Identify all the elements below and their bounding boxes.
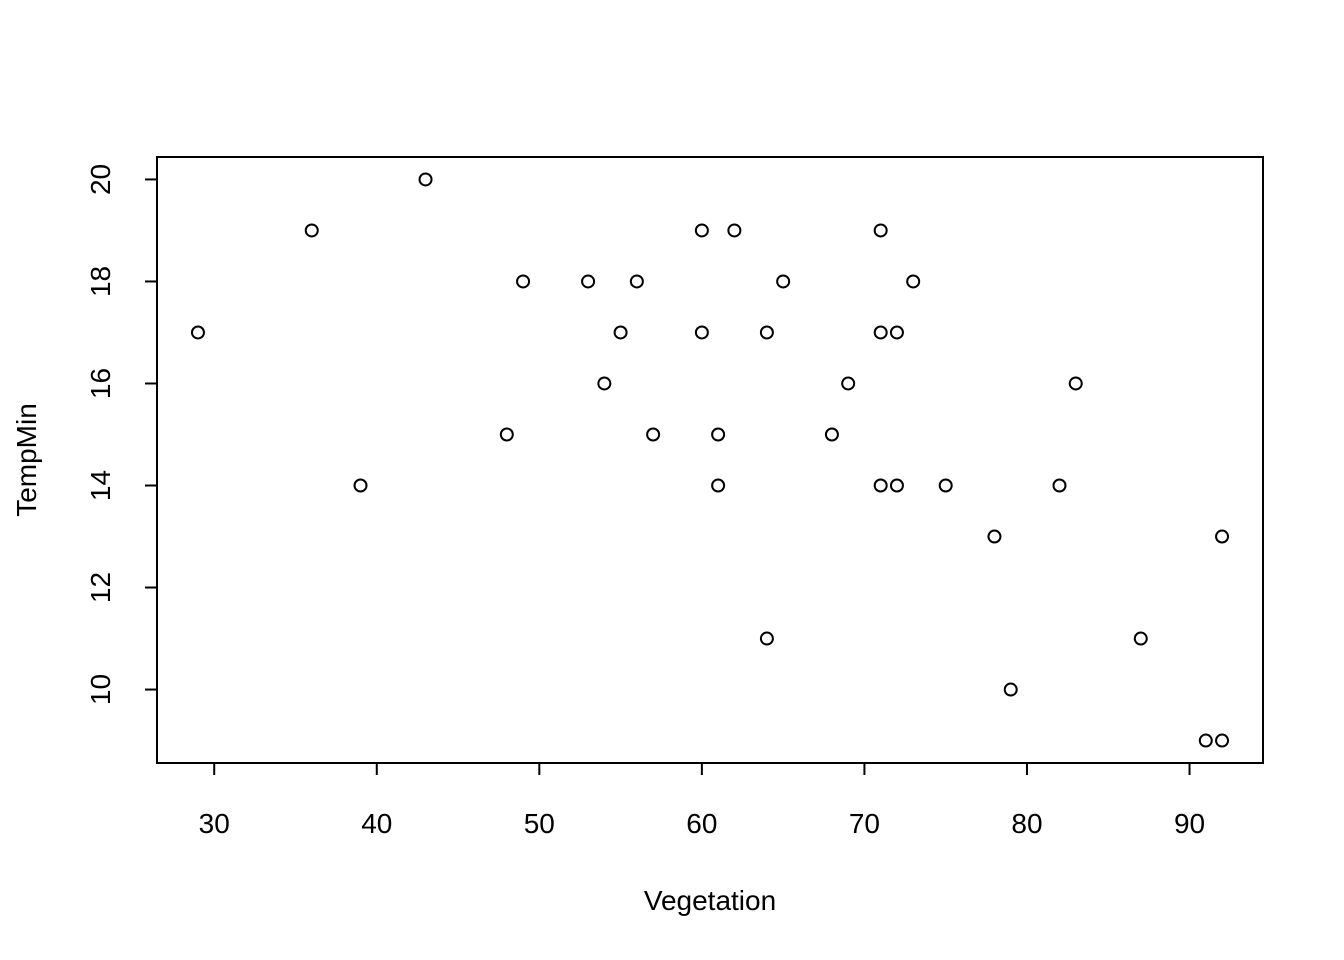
point: [1052, 478, 1067, 493]
point: [1068, 376, 1083, 391]
point: [581, 274, 596, 289]
point: [906, 274, 921, 289]
point: [938, 478, 953, 493]
y-axis-label: TempMin: [11, 403, 42, 517]
x-tick-label: 80: [1011, 808, 1042, 839]
point: [1133, 631, 1148, 646]
y-tick-label: 14: [85, 470, 116, 501]
point: [597, 376, 612, 391]
x-tick-label: 60: [686, 808, 717, 839]
point: [776, 274, 791, 289]
point: [629, 274, 644, 289]
point: [1198, 733, 1213, 748]
point: [694, 223, 709, 238]
point: [711, 478, 726, 493]
x-tick-label: 30: [199, 808, 230, 839]
x-tick-label: 40: [361, 808, 392, 839]
x-axis-label: Vegetation: [644, 885, 776, 916]
y-tick-label: 16: [85, 368, 116, 399]
point: [841, 376, 856, 391]
point: [353, 478, 368, 493]
point: [873, 478, 888, 493]
point: [759, 631, 774, 646]
point: [727, 223, 742, 238]
x-tick-label: 70: [849, 808, 880, 839]
point: [499, 427, 514, 442]
x-tick-label: 90: [1174, 808, 1205, 839]
point: [824, 427, 839, 442]
y-tick-label: 12: [85, 572, 116, 603]
point: [646, 427, 661, 442]
y-tick-label: 20: [85, 164, 116, 195]
y-tick-label: 18: [85, 266, 116, 297]
point: [1003, 682, 1018, 697]
y-tick-label: 10: [85, 674, 116, 705]
point: [987, 529, 1002, 544]
point: [418, 172, 433, 187]
point: [1215, 733, 1230, 748]
point: [889, 478, 904, 493]
point: [613, 325, 628, 340]
x-tick-label: 50: [524, 808, 555, 839]
point: [759, 325, 774, 340]
point: [873, 325, 888, 340]
point: [889, 325, 904, 340]
point: [873, 223, 888, 238]
point: [694, 325, 709, 340]
point: [190, 325, 205, 340]
point: [711, 427, 726, 442]
plot-box: [156, 156, 1264, 764]
point: [1215, 529, 1230, 544]
point: [516, 274, 531, 289]
point: [304, 223, 319, 238]
